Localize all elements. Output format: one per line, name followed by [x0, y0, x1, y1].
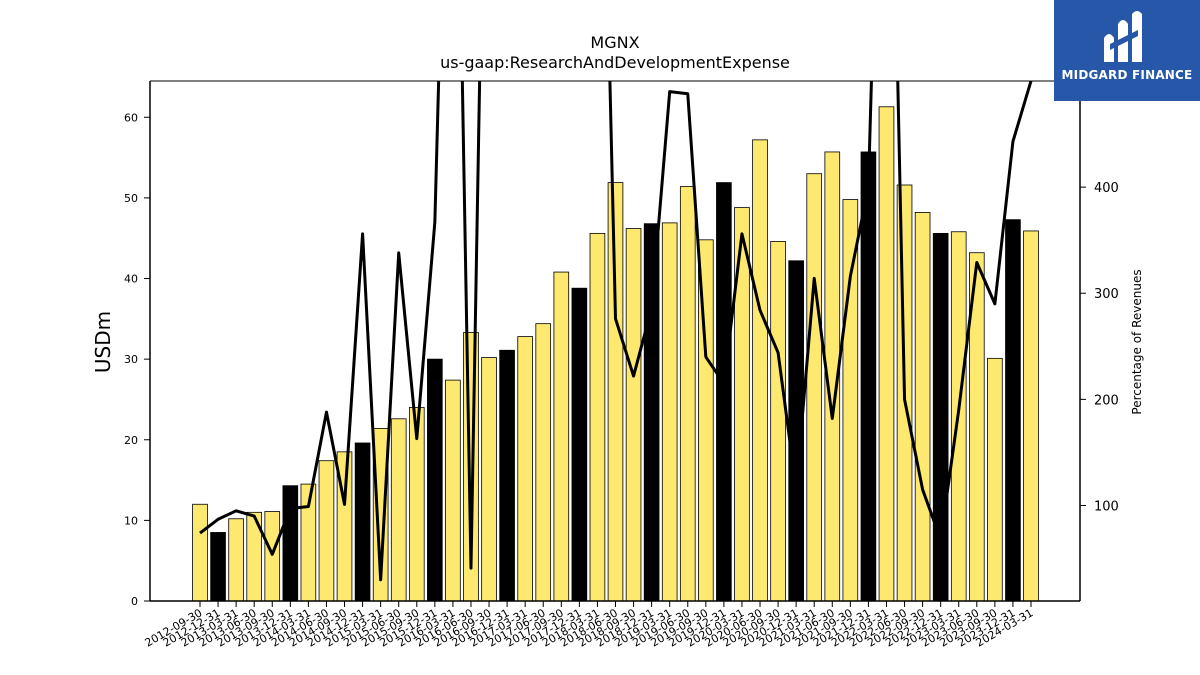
bar-series	[192, 106, 1039, 602]
chart-subtitle: us-gaap:ResearchAndDevelopmentExpense	[440, 53, 790, 72]
bar-2015-12-31	[427, 358, 443, 602]
line-series	[199, 81, 1033, 582]
bar-2023-09-30	[987, 357, 1003, 602]
bar-2021-03-31	[806, 173, 823, 602]
bar-2016-03-31	[445, 379, 461, 602]
bar-2021-09-30	[842, 199, 859, 602]
bar-2018-12-31	[643, 223, 660, 602]
y-tick-label-right: 400	[1094, 181, 1119, 196]
y-tick-label-left: 40	[124, 273, 138, 286]
bar-2019-12-31	[716, 182, 732, 602]
y-axis-label-left: USDm	[91, 311, 115, 373]
bar-2018-03-31	[589, 232, 606, 602]
bar-2013-12-31	[282, 485, 299, 602]
bar-2016-09-30	[481, 357, 497, 602]
bar-2017-09-30	[553, 271, 570, 602]
bar-2022-09-30	[914, 212, 931, 602]
revenue-percentage-line	[199, 81, 1033, 582]
bar-2022-03-31	[878, 106, 895, 602]
bar-2015-06-30	[390, 418, 407, 602]
midgard-logo-icon	[1104, 11, 1142, 62]
axes: 01020304050601002003004002012-09-302012-…	[124, 80, 1119, 650]
y-tick-label-left: 60	[124, 111, 138, 124]
bar-2020-06-30	[752, 139, 768, 602]
bar-2024-03-31	[1023, 230, 1039, 602]
bar-2018-09-30	[625, 228, 642, 602]
bar-2017-06-30	[535, 323, 552, 602]
y-tick-label-right: 200	[1094, 393, 1119, 408]
bar-2016-12-31	[499, 349, 515, 602]
y-axis-label-right: Percentage of Revenues	[1130, 269, 1144, 414]
bar-2012-09-30	[192, 503, 208, 602]
logo-text: MIDGARD FINANCE	[1061, 68, 1193, 82]
y-tick-label-left: 30	[124, 353, 138, 366]
bar-2019-03-31	[661, 222, 678, 602]
bar-2013-09-30	[264, 511, 281, 602]
midgard-finance-logo: MIDGARD FINANCE	[1054, 0, 1200, 101]
bar-2012-12-31	[210, 532, 226, 602]
bar-2017-03-31	[517, 336, 533, 602]
bar-2018-06-30	[607, 182, 624, 602]
y-tick-label-right: 100	[1094, 499, 1119, 514]
bar-2022-12-31	[932, 232, 949, 602]
y-tick-label-left: 0	[131, 595, 138, 608]
bar-2013-03-31	[228, 518, 244, 602]
bar-2023-12-31	[1005, 219, 1021, 602]
y-tick-label-left: 20	[124, 434, 138, 447]
chart-title: MGNX	[590, 33, 639, 52]
bar-2017-12-31	[571, 287, 588, 602]
bar-2020-09-30	[770, 241, 786, 602]
y-tick-label-right: 300	[1094, 287, 1119, 302]
bar-2014-12-31	[354, 442, 371, 602]
bar-2014-06-30	[318, 460, 335, 602]
bar-2019-06-30	[679, 186, 696, 602]
y-tick-label-left: 50	[124, 192, 138, 205]
y-tick-label-left: 10	[124, 514, 138, 527]
